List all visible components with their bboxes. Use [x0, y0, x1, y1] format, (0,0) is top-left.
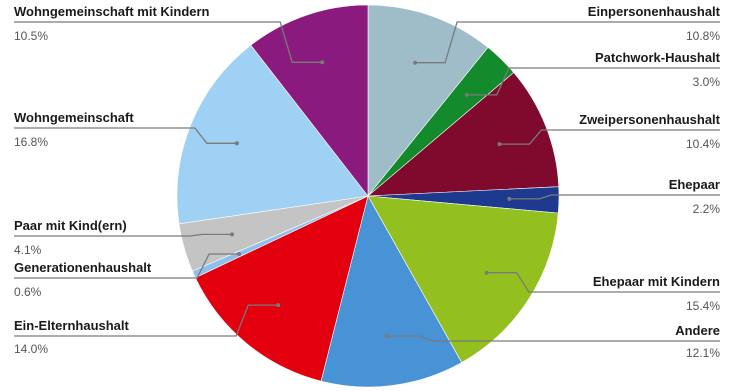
value-ehepaar: 2.2% — [693, 202, 721, 216]
value-einpersonenhaushalt: 10.8% — [686, 29, 720, 43]
leader-dot-patchwork-haushalt — [464, 92, 469, 97]
leader-dot-paar-mit-kind-ern — [230, 232, 234, 237]
value-andere: 12.1% — [686, 346, 720, 360]
leader-line-patchwork-haushalt — [466, 67, 720, 96]
leader-dot-andere — [384, 334, 389, 339]
leader-dot-ein-elternhaushalt — [276, 303, 281, 308]
leader-line-zweipersonenhaushalt — [499, 129, 720, 145]
value-wohngemeinschaft: 16.8% — [14, 135, 48, 149]
label-zweipersonenhaushalt: Zweipersonenhaushalt — [579, 112, 721, 127]
label-ehepaar-mit-kindern: Ehepaar mit Kindern — [593, 274, 720, 289]
slice-zweipersonenhaushalt — [367, 72, 560, 197]
slice-einpersonenhaushalt — [367, 4, 489, 197]
leader-dot-zweipersonenhaushalt — [497, 142, 502, 147]
leader-line-generationenhaushalt — [14, 253, 240, 279]
leader-line-ehepaar-mit-kindern — [486, 272, 720, 293]
value-zweipersonenhaushalt: 10.4% — [686, 137, 720, 151]
leader-line-wohngemeinschaft — [14, 127, 237, 144]
leader-line-wohngemeinschaft-mit-kindern — [14, 21, 323, 63]
label-andere: Andere — [675, 323, 720, 338]
value-generationenhaushalt: 0.6% — [14, 285, 42, 299]
value-ehepaar-mit-kindern: 15.4% — [686, 299, 720, 313]
label-ein-elternhaushalt: Ein-Elternhaushalt — [14, 318, 130, 333]
label-patchwork-haushalt: Patchwork-Haushalt — [595, 50, 721, 65]
leader-dot-wohngemeinschaft — [234, 141, 239, 146]
slice-labels: Einpersonenhaushalt 10.8% Patchwork-Hausha… — [14, 4, 721, 360]
value-patchwork-haushalt: 3.0% — [693, 75, 721, 89]
leader-line-andere — [386, 335, 720, 342]
leader-line-ein-elternhaushalt — [14, 304, 279, 337]
value-wohngemeinschaft-mit-kindern: 10.5% — [14, 29, 48, 43]
label-ehepaar: Ehepaar — [669, 177, 720, 192]
leader-dot-ehepaar-mit-kindern — [484, 270, 489, 275]
leader-dot-generationenhaushalt — [237, 252, 242, 256]
leader-lines — [14, 21, 720, 342]
label-paar-mit-kind-ern: Paar mit Kind(ern) — [14, 218, 127, 233]
pie-slices — [176, 4, 560, 388]
leader-dot-ehepaar — [507, 196, 512, 201]
label-generationenhaushalt: Generationenhaushalt — [14, 260, 152, 275]
leader-line-einpersonenhaushalt — [415, 21, 720, 64]
slice-ein-elternhaushalt — [194, 195, 369, 382]
leader-line-paar-mit-kind-ern — [14, 233, 232, 237]
slice-ehepaar-mit-kindern — [367, 195, 559, 363]
value-paar-mit-kind-ern: 4.1% — [14, 243, 42, 257]
label-wohngemeinschaft: Wohngemeinschaft — [14, 110, 134, 125]
slice-wohngemeinschaft-mit-kindern — [250, 4, 369, 197]
label-einpersonenhaushalt: Einpersonenhaushalt — [588, 4, 721, 19]
value-ein-elternhaushalt: 14.0% — [14, 342, 48, 356]
label-wohngemeinschaft-mit-kindern: Wohngemeinschaft mit Kindern — [14, 4, 210, 19]
leader-line-ehepaar — [509, 194, 720, 200]
leader-dot-einpersonenhaushalt — [413, 60, 418, 65]
leader-dot-wohngemeinschaft-mit-kindern — [320, 60, 325, 65]
slice-wohngemeinschaft — [176, 44, 369, 225]
